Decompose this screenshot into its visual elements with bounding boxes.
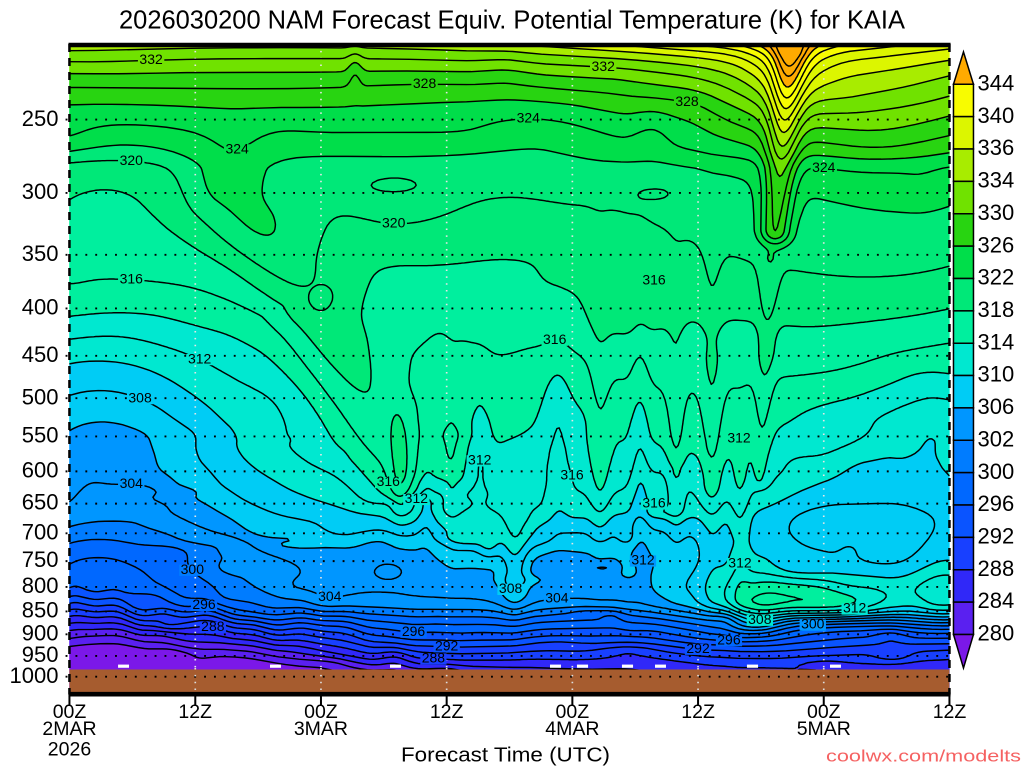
- svg-text:300: 300: [22, 179, 59, 204]
- svg-text:328: 328: [675, 93, 699, 109]
- svg-text:00Z: 00Z: [556, 701, 590, 723]
- svg-text:280: 280: [977, 621, 1014, 646]
- svg-text:302: 302: [977, 426, 1014, 451]
- svg-text:330: 330: [977, 200, 1014, 225]
- svg-text:400: 400: [22, 295, 59, 320]
- svg-text:322: 322: [977, 265, 1014, 290]
- svg-text:312: 312: [631, 552, 655, 568]
- svg-text:284: 284: [977, 588, 1014, 613]
- svg-text:304: 304: [318, 588, 342, 604]
- svg-text:340: 340: [977, 103, 1014, 128]
- svg-text:316: 316: [642, 272, 666, 288]
- svg-text:334: 334: [977, 168, 1014, 193]
- svg-text:12Z: 12Z: [933, 701, 967, 723]
- svg-text:320: 320: [120, 152, 144, 168]
- svg-text:332: 332: [592, 58, 616, 74]
- svg-text:12Z: 12Z: [430, 701, 464, 723]
- svg-text:312: 312: [728, 554, 752, 570]
- svg-text:900: 900: [22, 620, 59, 645]
- svg-text:12Z: 12Z: [681, 701, 715, 723]
- svg-text:850: 850: [22, 598, 59, 623]
- svg-text:5MAR: 5MAR: [797, 718, 851, 740]
- svg-text:306: 306: [977, 394, 1014, 419]
- svg-text:2MAR: 2MAR: [42, 718, 96, 740]
- svg-text:324: 324: [225, 141, 249, 157]
- svg-text:324: 324: [517, 109, 541, 125]
- svg-text:12Z: 12Z: [178, 701, 212, 723]
- svg-text:332: 332: [139, 51, 163, 67]
- svg-text:292: 292: [977, 524, 1014, 549]
- svg-text:2026030200 NAM Forecast Equiv.: 2026030200 NAM Forecast Equiv. Potential…: [119, 5, 906, 35]
- svg-text:00Z: 00Z: [304, 701, 338, 723]
- svg-text:312: 312: [405, 490, 429, 506]
- svg-text:00Z: 00Z: [807, 701, 841, 723]
- svg-text:2026: 2026: [48, 739, 91, 761]
- svg-text:304: 304: [545, 589, 569, 605]
- svg-text:950: 950: [22, 642, 59, 667]
- svg-text:600: 600: [22, 458, 59, 483]
- svg-text:344: 344: [977, 70, 1014, 95]
- svg-text:300: 300: [181, 561, 205, 577]
- svg-text:316: 316: [120, 270, 144, 286]
- svg-text:312: 312: [188, 350, 212, 366]
- svg-text:300: 300: [801, 616, 825, 632]
- svg-text:316: 316: [642, 495, 666, 511]
- svg-text:310: 310: [977, 362, 1014, 387]
- svg-text:4MAR: 4MAR: [545, 718, 599, 740]
- svg-text:500: 500: [22, 384, 59, 409]
- svg-text:350: 350: [22, 241, 59, 266]
- svg-text:650: 650: [22, 490, 59, 515]
- svg-text:292: 292: [435, 637, 459, 653]
- svg-text:308: 308: [499, 580, 523, 596]
- svg-text:314: 314: [977, 329, 1014, 354]
- svg-text:296: 296: [717, 631, 741, 647]
- svg-text:288: 288: [422, 650, 446, 666]
- svg-text:250: 250: [22, 106, 59, 131]
- svg-text:308: 308: [128, 389, 152, 405]
- svg-text:00Z: 00Z: [53, 701, 87, 723]
- svg-text:1000: 1000: [10, 663, 59, 688]
- svg-text:288: 288: [201, 618, 225, 634]
- svg-text:320: 320: [382, 214, 406, 230]
- svg-text:312: 312: [843, 600, 867, 616]
- svg-text:300: 300: [977, 459, 1014, 484]
- svg-text:308: 308: [748, 611, 772, 627]
- svg-text:coolwx.com/modelts: coolwx.com/modelts: [826, 746, 1021, 765]
- svg-text:3MAR: 3MAR: [294, 718, 348, 740]
- svg-text:Forecast Time (UTC): Forecast Time (UTC): [401, 743, 610, 766]
- svg-text:700: 700: [22, 520, 59, 545]
- svg-text:800: 800: [22, 573, 59, 598]
- svg-text:312: 312: [727, 430, 751, 446]
- svg-text:550: 550: [22, 423, 59, 448]
- svg-text:328: 328: [413, 75, 437, 91]
- svg-text:312: 312: [468, 452, 492, 468]
- svg-text:296: 296: [977, 491, 1014, 516]
- svg-text:316: 316: [560, 467, 584, 483]
- svg-text:296: 296: [192, 596, 216, 612]
- svg-text:324: 324: [812, 159, 836, 175]
- svg-text:750: 750: [22, 547, 59, 572]
- svg-text:316: 316: [377, 473, 401, 489]
- svg-text:316: 316: [543, 331, 567, 347]
- svg-text:292: 292: [686, 640, 710, 656]
- svg-text:288: 288: [977, 556, 1014, 581]
- svg-text:336: 336: [977, 135, 1014, 160]
- svg-text:450: 450: [22, 342, 59, 367]
- svg-text:318: 318: [977, 297, 1014, 322]
- svg-text:296: 296: [402, 623, 426, 639]
- svg-text:326: 326: [977, 232, 1014, 257]
- svg-text:304: 304: [120, 475, 144, 491]
